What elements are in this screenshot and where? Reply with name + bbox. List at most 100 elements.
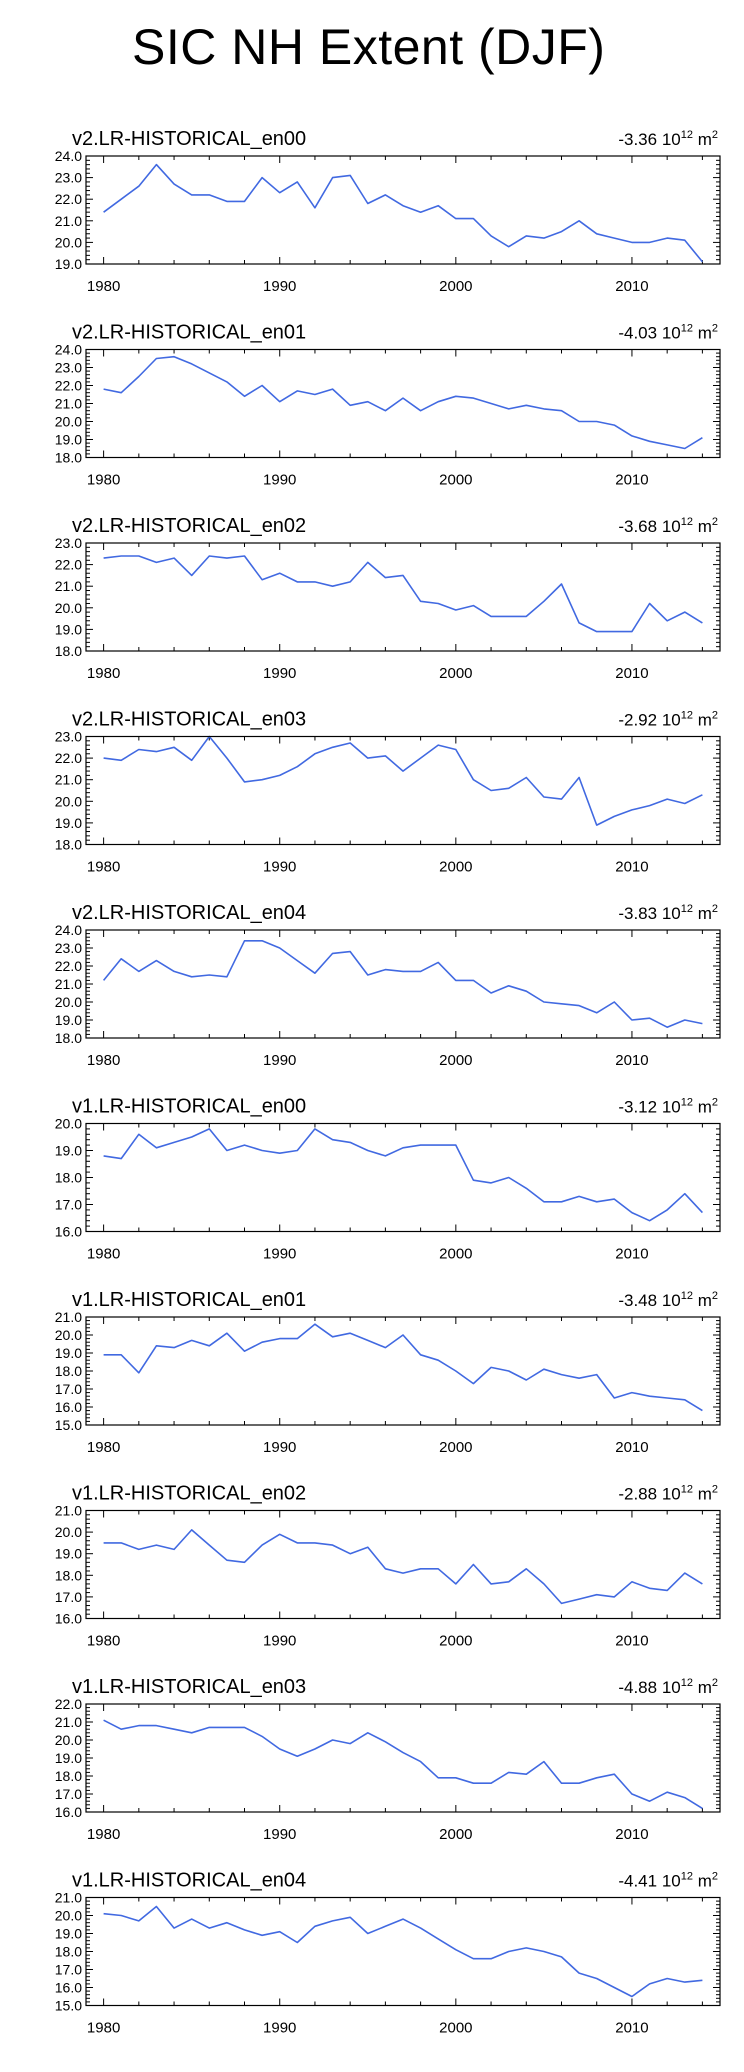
x-tick-label: 2010: [615, 1826, 648, 1843]
trend-unit: m: [693, 1291, 712, 1310]
y-tick-label: 18.0: [55, 643, 82, 659]
y-tick-label: 20.0: [55, 414, 82, 430]
trend-exponent: 12: [681, 129, 693, 141]
x-tick-label: 2010: [615, 1439, 648, 1456]
x-tick-label: 2000: [439, 665, 472, 682]
plot-frame: [85, 1703, 721, 1813]
x-tick-label: 2000: [439, 2020, 472, 2037]
x-tick-label: 2000: [439, 1246, 472, 1263]
plot-frame: [85, 1316, 721, 1426]
y-tick-label: 23.0: [55, 170, 82, 186]
x-tick-label: 2000: [439, 1052, 472, 1069]
trend-annotation: -2.92 1012 m2: [618, 710, 718, 730]
chart-panel-0: v2.LR-HISTORICAL_en00 -3.36 1012 m2 24.0 23…: [55, 128, 721, 295]
y-tick-label: 23.0: [55, 729, 82, 745]
x-tick-label: 1980: [87, 1246, 120, 1263]
panel-title: v1.LR-HISTORICAL_en02: [72, 1483, 306, 1505]
trend-annotation: -4.03 1012 m2: [618, 323, 718, 343]
x-tick-label: 2010: [615, 1052, 648, 1069]
x-tick-label: 1990: [263, 1439, 296, 1456]
y-tick-label: 21.0: [55, 213, 82, 229]
y-tick-label: 19.0: [55, 1750, 82, 1766]
trend-unit-exponent: 2: [712, 903, 718, 915]
y-tick-label: 22.0: [55, 557, 82, 573]
trend-exponent: 12: [681, 323, 693, 335]
x-tick-label: 1990: [263, 665, 296, 682]
trend-unit-exponent: 2: [712, 710, 718, 722]
y-tick-label: 17.0: [55, 1381, 82, 1397]
y-tick-label: 21.0: [55, 1503, 82, 1519]
trend-value: -3.48 10: [618, 1291, 680, 1310]
trend-value: -3.68 10: [618, 517, 680, 536]
plot-frame: [85, 155, 721, 265]
x-tick-label: 1980: [87, 859, 120, 876]
y-tick-label: 16.0: [55, 1224, 82, 1240]
trend-exponent: 12: [681, 710, 693, 722]
x-tick-label: 1990: [263, 2020, 296, 2037]
y-tick-label: 18.0: [55, 1567, 82, 1583]
y-tick-label: 22.0: [55, 750, 82, 766]
x-tick-label: 1980: [87, 665, 120, 682]
y-tick-label: 17.0: [55, 1589, 82, 1605]
y-tick-label: 21.0: [55, 976, 82, 992]
trend-annotation: -3.36 1012 m2: [618, 129, 718, 149]
trend-unit: m: [693, 1098, 712, 1117]
plot-frame: [85, 348, 721, 459]
trend-unit: m: [693, 1485, 712, 1504]
y-tick-label: 19.0: [55, 1012, 82, 1028]
x-tick-label: 2000: [439, 1633, 472, 1650]
y-tick-label: 19.0: [55, 1345, 82, 1361]
y-tick-label: 21.0: [55, 1890, 82, 1906]
trend-annotation: -3.83 1012 m2: [618, 903, 718, 923]
y-tick-label: 16.0: [55, 1399, 82, 1415]
series-line: [102, 939, 703, 1028]
y-tick-label: 18.0: [55, 837, 82, 853]
y-tick-label: 19.0: [55, 815, 82, 831]
y-tick-label: 18.0: [55, 1170, 82, 1186]
panel-title: v1.LR-HISTORICAL_en00: [72, 1096, 306, 1118]
chart-panel-4: v2.LR-HISTORICAL_en04 -3.83 1012 m2 24.0 23…: [55, 902, 721, 1069]
y-tick-label: 17.0: [55, 1962, 82, 1978]
x-tick-label: 2010: [615, 278, 648, 295]
chart-panel-2: v2.LR-HISTORICAL_en02 -3.68 1012 m223.022…: [55, 515, 721, 682]
y-tick-label: 21.0: [55, 396, 82, 412]
panel-title: v1.LR-HISTORICAL_en01: [72, 1289, 306, 1311]
chart-panel-5: v1.LR-HISTORICAL_en00 -3.12 1012 m2 20.0 19…: [55, 1096, 721, 1263]
trend-exponent: 12: [681, 1871, 693, 1883]
y-tick-label: 19.0: [55, 621, 82, 637]
x-tick-label: 1990: [263, 1246, 296, 1263]
chart-panel-3: v2.LR-HISTORICAL_en03 -2.92 1012 m223.022…: [55, 709, 721, 876]
trend-unit-exponent: 2: [712, 1871, 718, 1883]
trend-unit-exponent: 2: [712, 1097, 718, 1109]
y-tick-label: 20.0: [55, 234, 82, 250]
chart-panel-8: v1.LR-HISTORICAL_en03 -4.88 1012 m222.021…: [55, 1676, 721, 1843]
panel-title: v2.LR-HISTORICAL_en04: [72, 902, 306, 924]
x-tick-label: 2010: [615, 1246, 648, 1263]
trend-exponent: 12: [681, 1290, 693, 1302]
y-tick-label: 19.0: [55, 1926, 82, 1942]
y-tick-label: 16.0: [55, 1611, 82, 1627]
trend-value: -4.03 10: [618, 324, 680, 343]
trend-value: -3.83 10: [618, 904, 680, 923]
figure-title: SIC NH Extent (DJF): [132, 19, 606, 75]
x-tick-label: 1980: [87, 278, 120, 295]
y-tick-label: 21.0: [55, 1309, 82, 1325]
series-line: [103, 1529, 703, 1605]
y-tick-label: 23.0: [55, 535, 82, 551]
plot-frame: [85, 1509, 721, 1620]
series-line: [103, 1905, 703, 1998]
x-tick-label: 2010: [615, 1633, 648, 1650]
y-tick-label: 21.0: [55, 1714, 82, 1730]
y-tick-label: 15.0: [55, 1998, 82, 2014]
chart-panel-6: v1.LR-HISTORICAL_en01 -3.48 1012 m2 21.0 20…: [55, 1289, 721, 1456]
y-tick-label: 17.0: [55, 1786, 82, 1802]
x-tick-label: 1990: [263, 1826, 296, 1843]
series-line: [103, 1323, 703, 1412]
y-tick-label: 18.0: [55, 1363, 82, 1379]
chart-panel-7: v1.LR-HISTORICAL_en02 -2.88 1012 m2 21.0 20…: [55, 1483, 721, 1650]
series-line: [103, 1719, 703, 1810]
trend-value: -3.36 10: [618, 130, 680, 149]
panel-title: v2.LR-HISTORICAL_en02: [72, 515, 306, 537]
x-tick-label: 1990: [263, 1052, 296, 1069]
